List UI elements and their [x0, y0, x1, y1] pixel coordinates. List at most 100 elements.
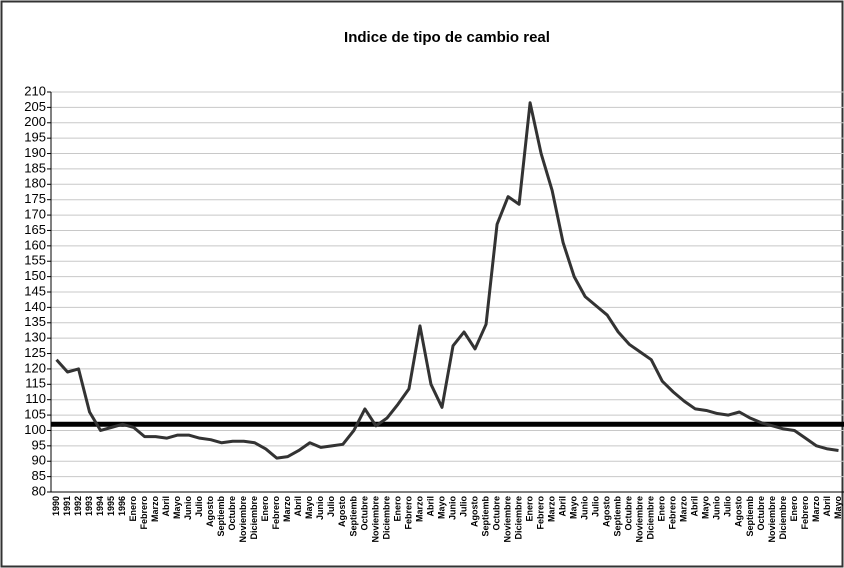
- x-tick-label: Septiemb: [745, 496, 755, 537]
- x-tick-label: Octubre: [624, 496, 634, 531]
- x-tick-label: Mayo: [833, 496, 843, 520]
- y-tick-label: 145: [24, 283, 46, 298]
- x-tick-label: Abril: [161, 496, 171, 517]
- x-tick-label: Enero: [524, 496, 534, 522]
- y-tick-label: 165: [24, 222, 46, 237]
- x-tick-label: Marzo: [414, 496, 424, 523]
- x-tick-label: Julio: [591, 496, 601, 518]
- y-tick-label: 135: [24, 314, 46, 329]
- y-tick-label: 85: [32, 468, 46, 483]
- x-tick-label: Julio: [723, 496, 733, 518]
- x-tick-label: Enero: [128, 496, 138, 522]
- x-tick-label: Enero: [657, 496, 667, 522]
- x-tick-label: Mayo: [569, 496, 579, 520]
- x-tick-label: Marzo: [282, 496, 292, 523]
- x-tick-label: Octubre: [359, 496, 369, 531]
- y-tick-label: 140: [24, 299, 46, 314]
- y-tick-label: 185: [24, 160, 46, 175]
- series-line: [55, 101, 839, 460]
- y-tick-label: 100: [24, 422, 46, 437]
- y-tick-label: 110: [25, 391, 46, 406]
- x-tick-label: 1996: [117, 496, 127, 516]
- x-tick-label: Junio: [447, 495, 457, 520]
- x-tick-label: Junio: [183, 495, 193, 520]
- x-tick-label: 1995: [106, 496, 116, 516]
- x-tick-label: Febrero: [668, 496, 678, 530]
- x-tick-label: Marzo: [811, 496, 821, 523]
- y-tick-label: 195: [24, 130, 46, 145]
- x-tick-label: Julio: [458, 496, 468, 518]
- x-tick-label: Julio: [194, 496, 204, 518]
- x-tick-label: Abril: [690, 496, 700, 517]
- x-tick-label: Febrero: [403, 496, 413, 530]
- x-tick-label: Junio: [315, 495, 325, 520]
- x-tick-label: Febrero: [271, 496, 281, 530]
- y-tick-label: 105: [24, 407, 46, 422]
- x-tick-label: 1990: [51, 496, 61, 516]
- x-tick-label: Mayo: [172, 496, 182, 520]
- x-tick-label: Diciembre: [381, 496, 391, 540]
- x-tick-label: Marzo: [150, 496, 160, 523]
- x-tick-label: Mayo: [701, 496, 711, 520]
- x-tick-label: Octubre: [491, 496, 501, 531]
- x-tick-label: Marzo: [547, 496, 557, 523]
- x-tick-label: Julio: [326, 496, 336, 518]
- x-tick-label: 1991: [62, 496, 72, 516]
- x-tick-label: Agosto: [205, 496, 215, 527]
- y-tick-label: 150: [24, 268, 46, 283]
- x-tick-label: Noviembre: [502, 496, 512, 543]
- x-tick-label: 1992: [73, 496, 83, 516]
- x-tick-label: Junio: [580, 495, 590, 520]
- x-tick-label: Septiemb: [216, 496, 226, 537]
- x-tick-label: Febrero: [139, 496, 149, 530]
- y-tick-label: 180: [24, 176, 46, 191]
- x-tick-label: Agosto: [734, 496, 744, 527]
- y-tick-label: 160: [24, 237, 46, 252]
- x-tick-label: Junio: [712, 495, 722, 520]
- x-tick-label: Mayo: [304, 496, 314, 520]
- y-tick-label: 210: [24, 83, 46, 98]
- x-tick-label: Septiemb: [348, 496, 358, 537]
- x-tick-label: Diciembre: [249, 496, 259, 540]
- x-tick-label: 1994: [95, 496, 105, 516]
- x-tick-label: Febrero: [535, 496, 545, 530]
- y-tick-label: 175: [24, 191, 46, 206]
- x-tick-label: Diciembre: [778, 496, 788, 540]
- x-tick-label: Septiemb: [480, 496, 490, 537]
- x-tick-label: Febrero: [800, 496, 810, 530]
- y-tick-label: 125: [24, 345, 46, 360]
- x-tick-label: Mayo: [436, 496, 446, 520]
- x-tick-label: Abril: [558, 496, 568, 517]
- y-tick-label: 205: [24, 99, 46, 114]
- y-tick-label: 155: [24, 253, 46, 268]
- x-tick-label: Noviembre: [370, 496, 380, 543]
- y-tick-label: 95: [32, 437, 46, 452]
- x-tick-label: Enero: [392, 496, 402, 522]
- x-tick-label: Abril: [822, 496, 832, 517]
- x-tick-label: Noviembre: [238, 496, 248, 543]
- x-tick-label: Agosto: [602, 496, 612, 527]
- x-tick-label: Agosto: [337, 496, 347, 527]
- x-tick-label: Diciembre: [513, 496, 523, 540]
- x-tick-label: Marzo: [679, 496, 689, 523]
- x-tick-label: Diciembre: [646, 496, 656, 540]
- x-tick-label: Noviembre: [635, 496, 645, 543]
- y-tick-label: 115: [25, 376, 46, 391]
- x-tick-label: Octubre: [756, 496, 766, 531]
- y-tick-label: 90: [32, 453, 46, 468]
- y-tick-label: 190: [24, 145, 46, 160]
- x-tick-label: Enero: [789, 496, 799, 522]
- y-tick-label: 200: [24, 114, 46, 129]
- x-tick-label: Octubre: [227, 496, 237, 531]
- x-tick-label: Abril: [425, 496, 435, 517]
- x-tick-label: Noviembre: [767, 496, 777, 543]
- x-tick-label: Septiemb: [613, 496, 623, 537]
- chart-title: Indice de tipo de cambio real: [344, 29, 550, 46]
- x-tick-label: Abril: [293, 496, 303, 517]
- y-tick-label: 80: [32, 483, 46, 498]
- y-tick-label: 120: [24, 360, 46, 375]
- x-tick-label: Enero: [260, 496, 270, 522]
- y-tick-label: 130: [24, 330, 46, 345]
